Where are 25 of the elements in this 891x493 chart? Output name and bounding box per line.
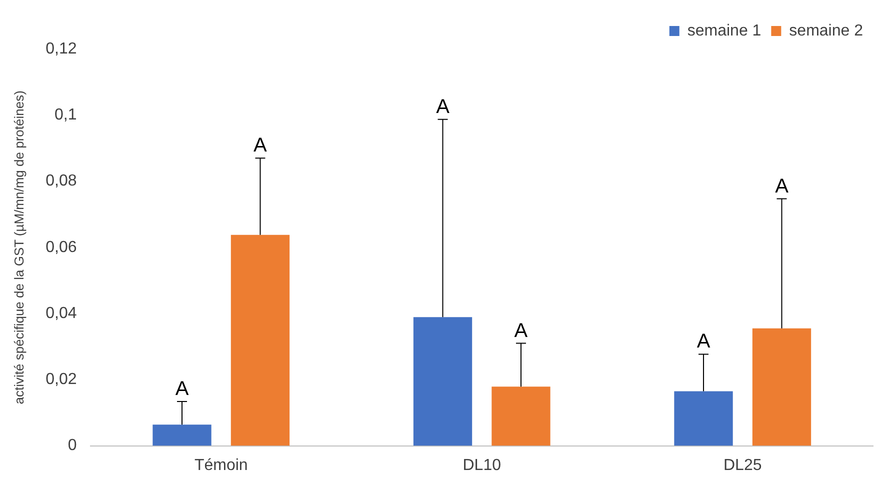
legend-label: semaine 2: [789, 22, 864, 40]
bar: [152, 424, 212, 446]
x-tick-label: DL25: [724, 456, 762, 474]
y-tick-label: 0,08: [46, 172, 77, 190]
bar: [413, 317, 472, 446]
x-tick-label: DL10: [462, 456, 502, 474]
legend-label: semaine 1: [687, 22, 762, 40]
y-tick-label: 0,06: [46, 238, 77, 256]
y-tick-label: 0: [68, 437, 77, 454]
annotation: A: [175, 378, 190, 400]
y-tick-label: 0,1: [54, 106, 77, 124]
bar: [674, 391, 733, 446]
bar: [752, 328, 812, 446]
annotation: A: [436, 96, 450, 118]
bar: [492, 386, 550, 446]
y-axis-title: activité spécifique de la GST (µM/mn/mg de protéines): [11, 90, 26, 404]
annotation: A: [696, 330, 711, 353]
bar: [230, 234, 290, 446]
y-tick-label: 0,02: [46, 371, 77, 388]
annotation: A: [514, 320, 528, 342]
y-tick-label: 0,04: [46, 304, 77, 322]
x-tick-label: Témoin: [194, 456, 248, 474]
annotation: A: [254, 134, 268, 157]
y-tick-label: 0,12: [46, 40, 77, 58]
annotation: A: [775, 175, 790, 198]
